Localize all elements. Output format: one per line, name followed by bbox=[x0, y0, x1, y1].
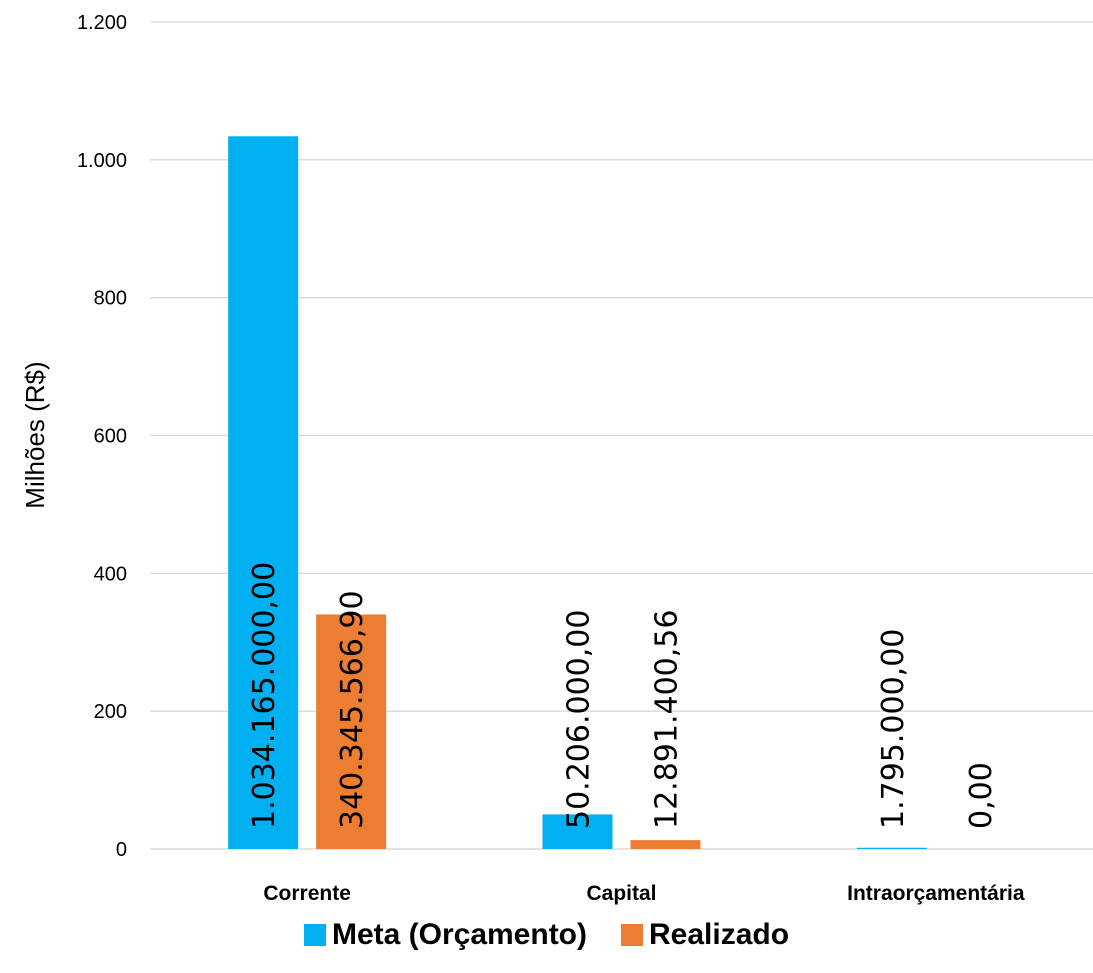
y-tick-label: 400 bbox=[94, 563, 127, 585]
y-tick-label: 1.000 bbox=[77, 150, 127, 172]
legend: Meta (Orçamento) Realizado bbox=[0, 918, 1093, 952]
y-axis-label: Milhões (R$) bbox=[20, 361, 50, 508]
legend-label-meta: Meta (Orçamento) bbox=[331, 918, 587, 951]
bars bbox=[228, 136, 927, 849]
legend-label-realizado: Realizado bbox=[649, 918, 790, 951]
y-tick-label: 200 bbox=[94, 701, 127, 723]
bar bbox=[542, 814, 613, 849]
legend-item-realizado: Realizado bbox=[621, 918, 789, 952]
data-labels: 1.034.165.000,00 340.345.566,90 50.206.000… bbox=[247, 562, 999, 829]
data-label: 340.345.566,90 bbox=[335, 590, 370, 829]
category-label: Intraorçamentária bbox=[847, 882, 1025, 905]
data-label: 1.795.000,00 bbox=[876, 629, 911, 829]
bar bbox=[630, 840, 701, 849]
category-label: Corrente bbox=[263, 882, 351, 905]
category-label: Capital bbox=[586, 882, 656, 905]
y-tick-labels: 0 200 400 600 800 1.000 1.200 bbox=[77, 12, 127, 861]
bar bbox=[316, 614, 387, 849]
bar-chart: 0 200 400 600 800 1.000 1.200 Milhões (R$) 1.0… bbox=[20, 12, 1093, 905]
legend-swatch-realizado bbox=[621, 924, 643, 946]
data-label: 50.206.000,00 bbox=[562, 610, 597, 829]
y-tick-label: 800 bbox=[94, 288, 127, 310]
bar bbox=[228, 136, 299, 849]
y-tick-label: 0 bbox=[116, 839, 127, 861]
legend-item-meta: Meta (Orçamento) bbox=[303, 918, 587, 952]
y-tick-label: 600 bbox=[94, 426, 127, 448]
y-tick-label: 1.200 bbox=[77, 12, 127, 34]
gridlines bbox=[150, 21, 1093, 850]
legend-swatch-meta bbox=[303, 924, 326, 946]
data-label: 12.891.400,56 bbox=[650, 610, 685, 829]
data-label: 1.034.165.000,00 bbox=[247, 562, 282, 829]
data-label: 0,00 bbox=[964, 762, 999, 829]
bar bbox=[856, 847, 927, 849]
category-labels: Corrente Capital Intraorçamentária bbox=[263, 882, 1024, 905]
